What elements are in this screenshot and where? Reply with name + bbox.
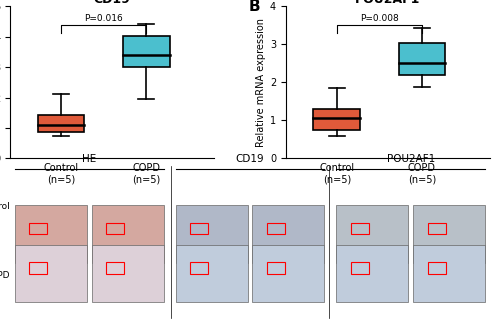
Bar <box>106 262 124 273</box>
Text: P=0.008: P=0.008 <box>360 14 399 23</box>
Bar <box>29 262 47 273</box>
Bar <box>413 245 485 302</box>
Bar <box>398 42 446 75</box>
Bar <box>428 223 446 234</box>
Text: COPD: COPD <box>0 271 10 280</box>
Bar <box>106 223 124 234</box>
Bar <box>413 205 485 263</box>
Bar <box>92 245 164 302</box>
Bar <box>252 245 324 302</box>
Text: CD19: CD19 <box>236 154 264 164</box>
Bar <box>15 205 87 263</box>
Bar <box>176 205 248 263</box>
Bar <box>351 223 369 234</box>
Bar <box>190 223 208 234</box>
Bar <box>428 262 446 273</box>
Y-axis label: Relative mRNA expression: Relative mRNA expression <box>256 18 266 147</box>
Bar <box>176 245 248 302</box>
Bar <box>38 115 84 132</box>
Bar <box>267 223 285 234</box>
Bar <box>15 245 87 302</box>
Bar <box>123 36 170 67</box>
Text: B: B <box>249 0 260 14</box>
Text: Control: Control <box>0 202 10 211</box>
Bar <box>267 262 285 273</box>
Bar <box>336 205 408 263</box>
Text: P=0.016: P=0.016 <box>84 14 123 23</box>
Bar <box>252 205 324 263</box>
Bar <box>351 262 369 273</box>
Bar <box>336 245 408 302</box>
Bar <box>314 109 360 130</box>
Title: CD19: CD19 <box>94 0 130 6</box>
Text: HE: HE <box>82 154 96 164</box>
Bar <box>29 223 47 234</box>
Text: POU2AF1: POU2AF1 <box>386 154 435 164</box>
Bar <box>190 262 208 273</box>
Title: POU2AF1: POU2AF1 <box>355 0 420 6</box>
Bar <box>92 205 164 263</box>
